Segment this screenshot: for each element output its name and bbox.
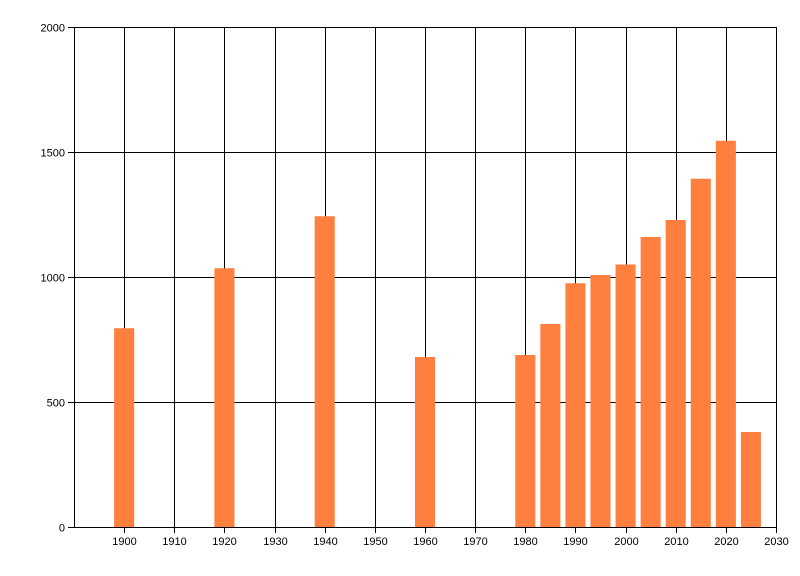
bar	[615, 264, 636, 527]
x-tick-label: 1900	[112, 536, 136, 548]
x-tick-label: 1970	[463, 536, 487, 548]
axes	[74, 27, 776, 528]
y-tick-label: 1000	[41, 273, 65, 285]
bar	[715, 140, 736, 527]
bars	[114, 140, 761, 527]
bar	[740, 432, 761, 527]
tick-labels: 0 500 1000 1500 2000 1900 1910 1920 1930 1940 1950…	[41, 23, 789, 549]
bar	[214, 268, 235, 527]
x-tick-label: 2030	[764, 536, 788, 548]
x-tick-label: 1930	[263, 536, 287, 548]
y-tick-label: 1500	[41, 148, 65, 160]
x-tick-label: 1950	[363, 536, 387, 548]
x-tick-label: 1940	[313, 536, 337, 548]
bar	[314, 216, 335, 527]
x-tick-label: 1910	[162, 536, 186, 548]
y-tick-label: 500	[47, 398, 65, 410]
bar	[665, 220, 686, 527]
x-tick-label: 1990	[563, 536, 587, 548]
bar	[515, 355, 536, 527]
x-tick-label: 2000	[614, 536, 638, 548]
bar	[565, 283, 586, 527]
x-tick-label: 1980	[513, 536, 537, 548]
y-tick-label: 2000	[41, 23, 65, 35]
x-tick-label: 1920	[212, 536, 236, 548]
x-tick-label: 1960	[413, 536, 437, 548]
bar	[640, 237, 661, 527]
bar	[690, 178, 711, 527]
bar	[114, 328, 135, 527]
bar	[590, 275, 611, 527]
x-tick-label: 2010	[664, 536, 688, 548]
x-tick-label: 2020	[714, 536, 738, 548]
y-tick-label: 0	[59, 523, 65, 535]
bar	[414, 357, 436, 527]
bar	[540, 324, 561, 527]
